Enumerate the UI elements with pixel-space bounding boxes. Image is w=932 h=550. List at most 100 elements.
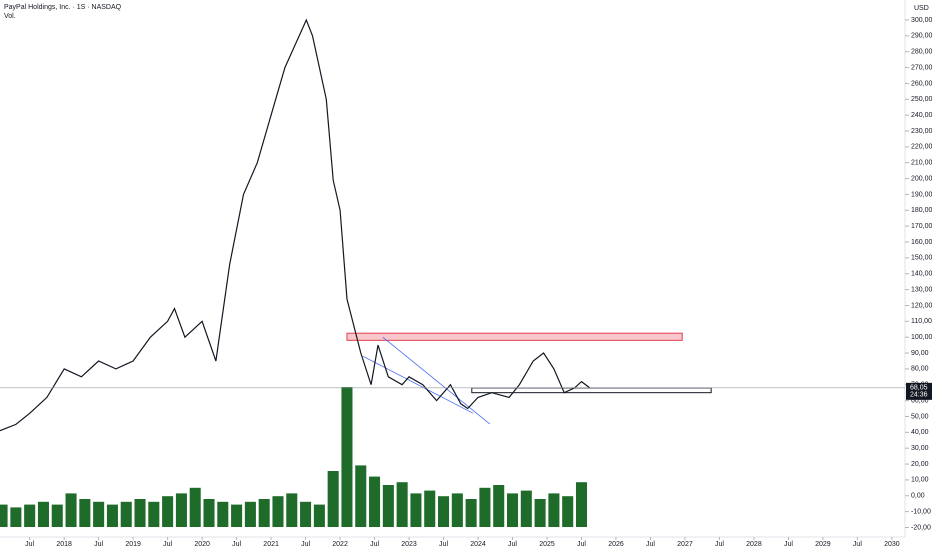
x-tick-label: Jul xyxy=(646,541,655,548)
y-tick-label: 0,00 xyxy=(911,493,925,500)
volume-bar xyxy=(0,504,8,527)
y-tick-label: 50,00 xyxy=(911,413,929,420)
y-tick-label: 150,00 xyxy=(911,255,932,262)
y-tick-label: 260,00 xyxy=(911,80,932,87)
volume-bar xyxy=(175,493,187,527)
chart-title: PayPal Holdings, Inc. · 1S · NASDAQ xyxy=(4,4,122,11)
y-tick-label: 80,00 xyxy=(911,366,929,373)
x-tick-label: 2021 xyxy=(263,541,279,548)
y-tick-label: 200,00 xyxy=(911,175,932,182)
volume-bar xyxy=(396,482,408,527)
volume-bar xyxy=(382,485,394,527)
trendline xyxy=(362,355,474,414)
volume-bar xyxy=(244,501,256,527)
y-tick-label: 240,00 xyxy=(911,112,932,119)
volume-bar xyxy=(134,499,146,527)
volume-bar xyxy=(369,476,381,527)
volume-bar xyxy=(562,496,574,527)
y-tick-label: 230,00 xyxy=(911,128,932,135)
volume-bar xyxy=(313,504,325,527)
volume-bar xyxy=(203,499,215,527)
x-tick-label: 2023 xyxy=(401,541,417,548)
x-tick-label: 2026 xyxy=(608,541,624,548)
volume-bar xyxy=(106,504,118,527)
volume-bar xyxy=(162,496,174,527)
x-tick-label: Jul xyxy=(25,541,34,548)
y-tick-label: 120,00 xyxy=(911,302,932,309)
volume-bar xyxy=(189,487,201,527)
x-tick-label: Jul xyxy=(853,541,862,548)
x-tick-label: 2029 xyxy=(815,541,831,548)
countdown: 24:36 xyxy=(910,392,928,399)
volume-bar xyxy=(272,496,284,527)
y-tick-label: 180,00 xyxy=(911,207,932,214)
zone xyxy=(346,332,683,341)
x-tick-label: Jul xyxy=(439,541,448,548)
x-tick-label: 2027 xyxy=(677,541,693,548)
last-price-tag xyxy=(906,382,932,400)
y-tick-label: 30,00 xyxy=(911,445,929,452)
x-tick-label: 2024 xyxy=(470,541,486,548)
x-tick-label: Jul xyxy=(370,541,379,548)
volume-bar xyxy=(120,501,132,527)
volume-bar xyxy=(438,496,450,527)
x-tick-label: Jul xyxy=(715,541,724,548)
volume-bar xyxy=(79,499,91,527)
x-tick-label: 2030 xyxy=(884,541,900,548)
price-line xyxy=(0,18,591,432)
y-tick-label: 290,00 xyxy=(911,33,932,40)
y-tick-label: 90,00 xyxy=(911,350,929,357)
y-tick-label: 110,00 xyxy=(911,318,932,325)
y-tick-label: 210,00 xyxy=(911,160,932,167)
zone xyxy=(471,387,712,394)
y-tick-label: 100,00 xyxy=(911,334,932,341)
volume-bar xyxy=(327,471,339,527)
y-tick-label: 170,00 xyxy=(911,223,932,230)
x-tick-label: 2025 xyxy=(539,541,555,548)
x-tick-label: 2028 xyxy=(746,541,762,548)
volume-bar xyxy=(148,501,160,527)
volume-bar xyxy=(355,465,367,527)
volume-bar xyxy=(258,499,270,527)
volume-bar xyxy=(575,482,588,527)
trendline xyxy=(382,336,491,425)
volume-bar xyxy=(93,501,105,527)
volume-bar xyxy=(24,504,36,527)
volume-bar xyxy=(10,507,22,527)
volume-bar xyxy=(534,499,546,527)
y-tick-label: 190,00 xyxy=(911,191,932,198)
volume-bar xyxy=(231,504,243,527)
last-price-label: 68,05 xyxy=(910,385,928,392)
y-tick-label: 270,00 xyxy=(911,64,932,71)
x-tick-label: Jul xyxy=(784,541,793,548)
volume-bar xyxy=(506,493,519,527)
currency: USD xyxy=(914,5,929,12)
x-tick-label: Jul xyxy=(94,541,103,548)
volume-bar xyxy=(217,501,229,527)
volume-bar xyxy=(479,487,491,527)
x-tick-label: 2020 xyxy=(194,541,210,548)
y-tick-label: -10,00 xyxy=(911,508,931,515)
y-tick-label: -20,00 xyxy=(911,524,931,531)
y-tick-label: 160,00 xyxy=(911,239,932,246)
volume-bar xyxy=(424,490,436,527)
x-tick-label: Jul xyxy=(232,541,241,548)
volume-bar xyxy=(300,501,312,527)
y-tick-label: 10,00 xyxy=(911,477,929,484)
volume-label: Vol. xyxy=(4,13,16,20)
x-tick-label: Jul xyxy=(508,541,517,548)
x-tick-label: 2022 xyxy=(332,541,348,548)
y-tick-label: 20,00 xyxy=(911,461,929,468)
volume-bar xyxy=(286,493,298,527)
volume-bar xyxy=(451,493,463,527)
y-tick-label: 250,00 xyxy=(911,96,932,103)
volume-bar xyxy=(37,501,49,527)
y-tick-label: 40,00 xyxy=(911,429,929,436)
volume-bar xyxy=(51,504,63,527)
y-tick-label: 140,00 xyxy=(911,271,932,278)
x-tick-label: 2018 xyxy=(56,541,72,548)
volume-bar xyxy=(548,493,560,527)
y-tick-label: 300,00 xyxy=(911,17,932,24)
y-tick-label: 280,00 xyxy=(911,49,932,56)
x-tick-label: Jul xyxy=(301,541,310,548)
